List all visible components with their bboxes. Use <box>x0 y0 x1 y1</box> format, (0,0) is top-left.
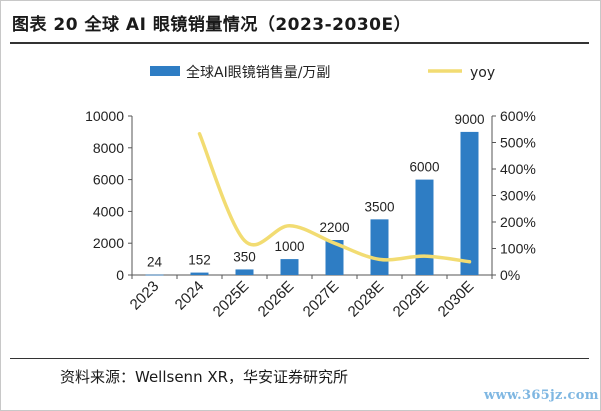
bar-data-label: 152 <box>188 253 211 268</box>
x-tick-label: 2027E <box>300 278 343 321</box>
legend-label-bar: 全球AI眼镜销售量/万副 <box>186 64 330 81</box>
figure-title: 图表 20 全球 AI 眼镜销量情况（2023-2030E） <box>12 15 412 35</box>
yoy-point <box>198 132 201 135</box>
legend-swatch-bar <box>150 66 180 76</box>
bar <box>370 219 389 275</box>
y-right-tick-label: 200% <box>500 214 536 230</box>
x-tick-label: 2026E <box>255 278 298 321</box>
yoy-point <box>288 224 291 227</box>
yoy-point <box>468 260 471 263</box>
bar-data-label: 3500 <box>364 199 394 214</box>
yoy-point <box>378 258 381 261</box>
y-left-tick-label: 0 <box>116 267 124 283</box>
bar-data-label: 2200 <box>319 220 349 235</box>
source-note: 资料来源：Wellsenn XR，华安证券研究所 <box>60 368 349 386</box>
yoy-point <box>333 242 336 245</box>
y-right-tick-label: 100% <box>500 241 536 257</box>
bar <box>280 259 299 275</box>
y-right-tick-label: 0% <box>500 267 520 283</box>
y-left-tick-label: 10000 <box>85 108 124 124</box>
bar-data-label: 24 <box>147 255 163 270</box>
bar-data-label: 1000 <box>274 239 304 254</box>
y-right-tick-label: 300% <box>500 188 536 204</box>
x-tick-label: 2028E <box>345 278 388 321</box>
y-right-tick-label: 400% <box>500 161 536 177</box>
yoy-point <box>243 239 246 242</box>
y-left-tick-label: 4000 <box>93 203 124 219</box>
title-rule <box>10 42 589 44</box>
y-right-tick-label: 600% <box>500 108 536 124</box>
source-rule <box>10 358 589 359</box>
bar <box>415 179 434 275</box>
watermark: www.365jz.com <box>484 388 599 403</box>
x-tick-label: 2024 <box>172 278 208 314</box>
yoy-point <box>423 254 426 258</box>
legend-label-line: yoy <box>470 65 495 81</box>
bar-data-label: 350 <box>233 249 256 264</box>
y-right-tick-label: 500% <box>500 135 536 151</box>
bar <box>235 269 254 275</box>
bar <box>460 131 479 275</box>
x-tick-label: 2030E <box>435 278 478 321</box>
x-tick-label: 2023 <box>127 278 163 314</box>
x-tick-label: 2029E <box>390 278 433 321</box>
bar <box>145 274 164 276</box>
y-left-tick-label: 2000 <box>93 235 124 251</box>
bar-data-label: 6000 <box>409 160 439 175</box>
x-tick-label: 2025E <box>210 278 253 321</box>
y-left-tick-label: 6000 <box>93 172 124 188</box>
y-left-tick-label: 8000 <box>93 140 124 156</box>
bar <box>325 240 344 275</box>
bar <box>190 272 209 275</box>
bar-data-label: 9000 <box>454 112 484 127</box>
